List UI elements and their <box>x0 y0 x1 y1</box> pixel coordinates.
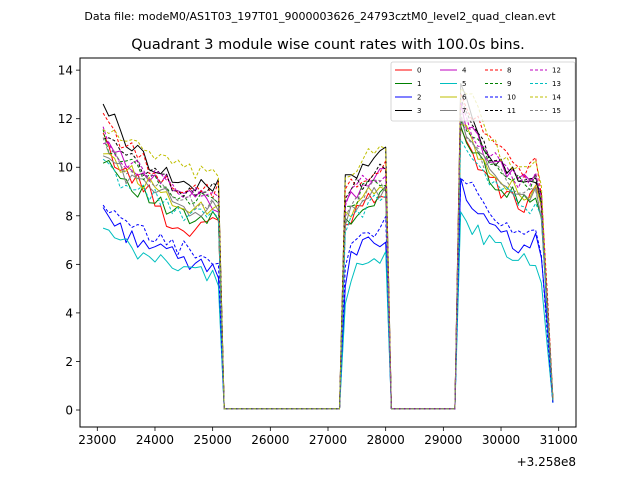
x-tick-label: 24000 <box>136 433 174 447</box>
legend-label-10: 10 <box>507 94 516 102</box>
legend-label-5: 5 <box>462 80 466 88</box>
legend-label-0: 0 <box>417 67 421 75</box>
y-tick-label: 2 <box>65 355 73 369</box>
chart-title: Quadrant 3 module wise count rates with … <box>131 37 525 53</box>
legend-label-9: 9 <box>507 80 511 88</box>
y-tick-label: 0 <box>65 404 73 418</box>
legend-label-15: 15 <box>552 107 561 115</box>
series-line-13 <box>102 139 554 410</box>
x-tick-label: 28000 <box>367 433 405 447</box>
series-layer <box>102 83 554 410</box>
series-line-1 <box>102 125 554 410</box>
series-line-0 <box>102 126 554 410</box>
legend-label-7: 7 <box>462 107 466 115</box>
legend-label-1: 1 <box>417 80 421 88</box>
x-tick-label: 25000 <box>194 433 232 447</box>
series-line-2 <box>102 177 554 410</box>
x-tick-label: 30000 <box>482 433 520 447</box>
legend-label-3: 3 <box>417 107 421 115</box>
legend-label-8: 8 <box>507 67 511 75</box>
x-tick-label: 26000 <box>251 433 289 447</box>
legend-label-2: 2 <box>417 94 421 102</box>
legend-label-13: 13 <box>552 80 561 88</box>
axes-layer: 23000 24000 25000 26000 27000 28000 29000 30000… <box>58 64 578 447</box>
y-tick-label: 8 <box>65 209 73 223</box>
y-tick-label: 14 <box>58 64 73 78</box>
legend-label-12: 12 <box>552 67 561 75</box>
legend-box <box>390 61 576 122</box>
suptitle: Data file: modeM0/AS1T03_197T01_90000036… <box>84 10 556 23</box>
series-line-9 <box>102 121 554 410</box>
y-tick-label: 6 <box>65 258 73 272</box>
y-tick-label: 10 <box>58 161 73 175</box>
series-line-15 <box>102 112 554 410</box>
legend-label-11: 11 <box>507 107 516 115</box>
legend-label-14: 14 <box>552 94 561 102</box>
series-line-8 <box>102 93 554 410</box>
x-tick-label: 31000 <box>540 433 578 447</box>
y-tick-label: 4 <box>65 306 73 320</box>
series-line-3 <box>102 83 554 410</box>
series-line-11 <box>102 98 554 410</box>
series-line-14 <box>102 88 554 410</box>
x-tick-label: 29000 <box>424 433 462 447</box>
x-tick-label: 23000 <box>78 433 116 447</box>
legend-label-4: 4 <box>462 67 467 75</box>
y-tick-label: 12 <box>58 112 73 126</box>
x-offset-label: +3.258e8 <box>517 455 576 469</box>
x-tick-label: 27000 <box>309 433 347 447</box>
legend-label-6: 6 <box>462 94 467 102</box>
